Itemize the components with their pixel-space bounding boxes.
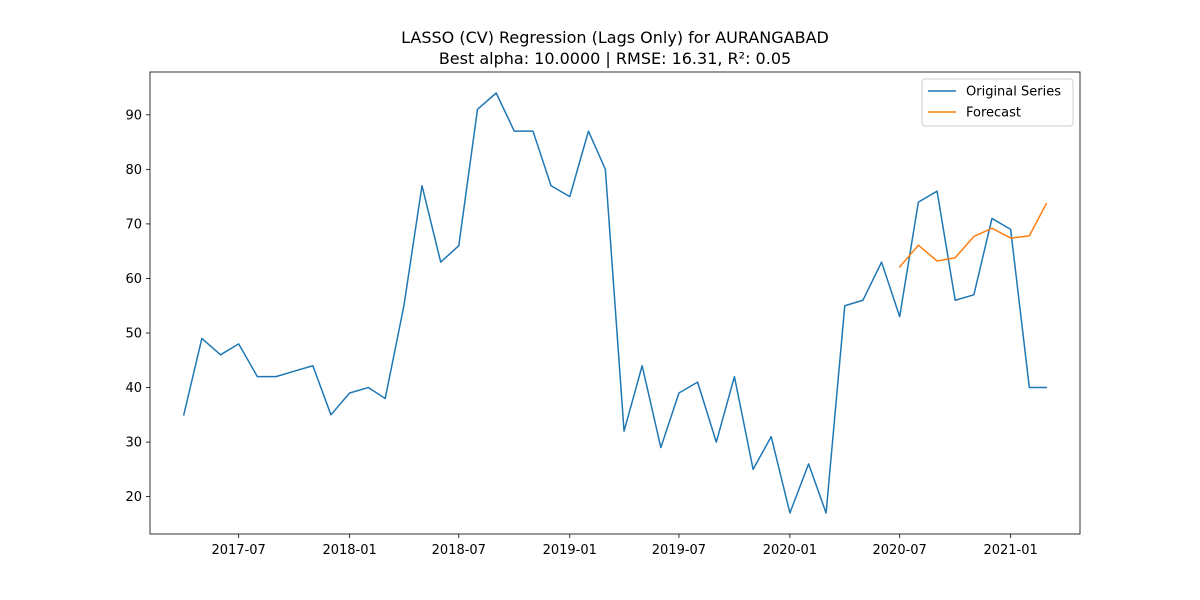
x-tick-label-2: 2018-01 bbox=[322, 543, 376, 558]
x-tick-label-8: 2021-01 bbox=[983, 543, 1037, 558]
x-tick-label-5: 2019-07 bbox=[652, 543, 706, 558]
y-tick-label-6: 70 bbox=[125, 217, 142, 232]
y-tick-label-1: 20 bbox=[125, 490, 142, 505]
y-tick-label-8: 90 bbox=[125, 108, 142, 123]
y-tick-label-4: 50 bbox=[125, 327, 142, 342]
y-tick-label-3: 40 bbox=[125, 381, 142, 396]
legend-box bbox=[921, 78, 1074, 127]
chart-subtitle: Best alpha: 10.0000 | RMSE: 16.31, R²: 0… bbox=[439, 49, 791, 68]
x-tick-label-3: 2018-07 bbox=[432, 543, 486, 558]
y-tick-label-7: 80 bbox=[125, 163, 142, 178]
chart-title: LASSO (CV) Regression (Lags Only) for AU… bbox=[401, 28, 829, 47]
series-line-2 bbox=[898, 202, 1048, 269]
axes-frame bbox=[149, 71, 1081, 535]
y-tick-label-2: 30 bbox=[125, 436, 142, 451]
legend-label-1: Original Series bbox=[966, 85, 1061, 100]
legend-label-2: Forecast bbox=[966, 106, 1021, 121]
x-tick-label-4: 2019-01 bbox=[543, 543, 597, 558]
x-tick-label-7: 2020-07 bbox=[873, 543, 927, 558]
series-line-1 bbox=[182, 92, 1047, 514]
y-tick-label-5: 60 bbox=[125, 272, 142, 287]
x-tick-label-1: 2017-07 bbox=[211, 543, 265, 558]
x-tick-label-6: 2020-01 bbox=[763, 543, 817, 558]
plot-area: 2017-07 2018-01 2018-07 2019-01 2019-07 2020-… bbox=[125, 71, 1081, 558]
